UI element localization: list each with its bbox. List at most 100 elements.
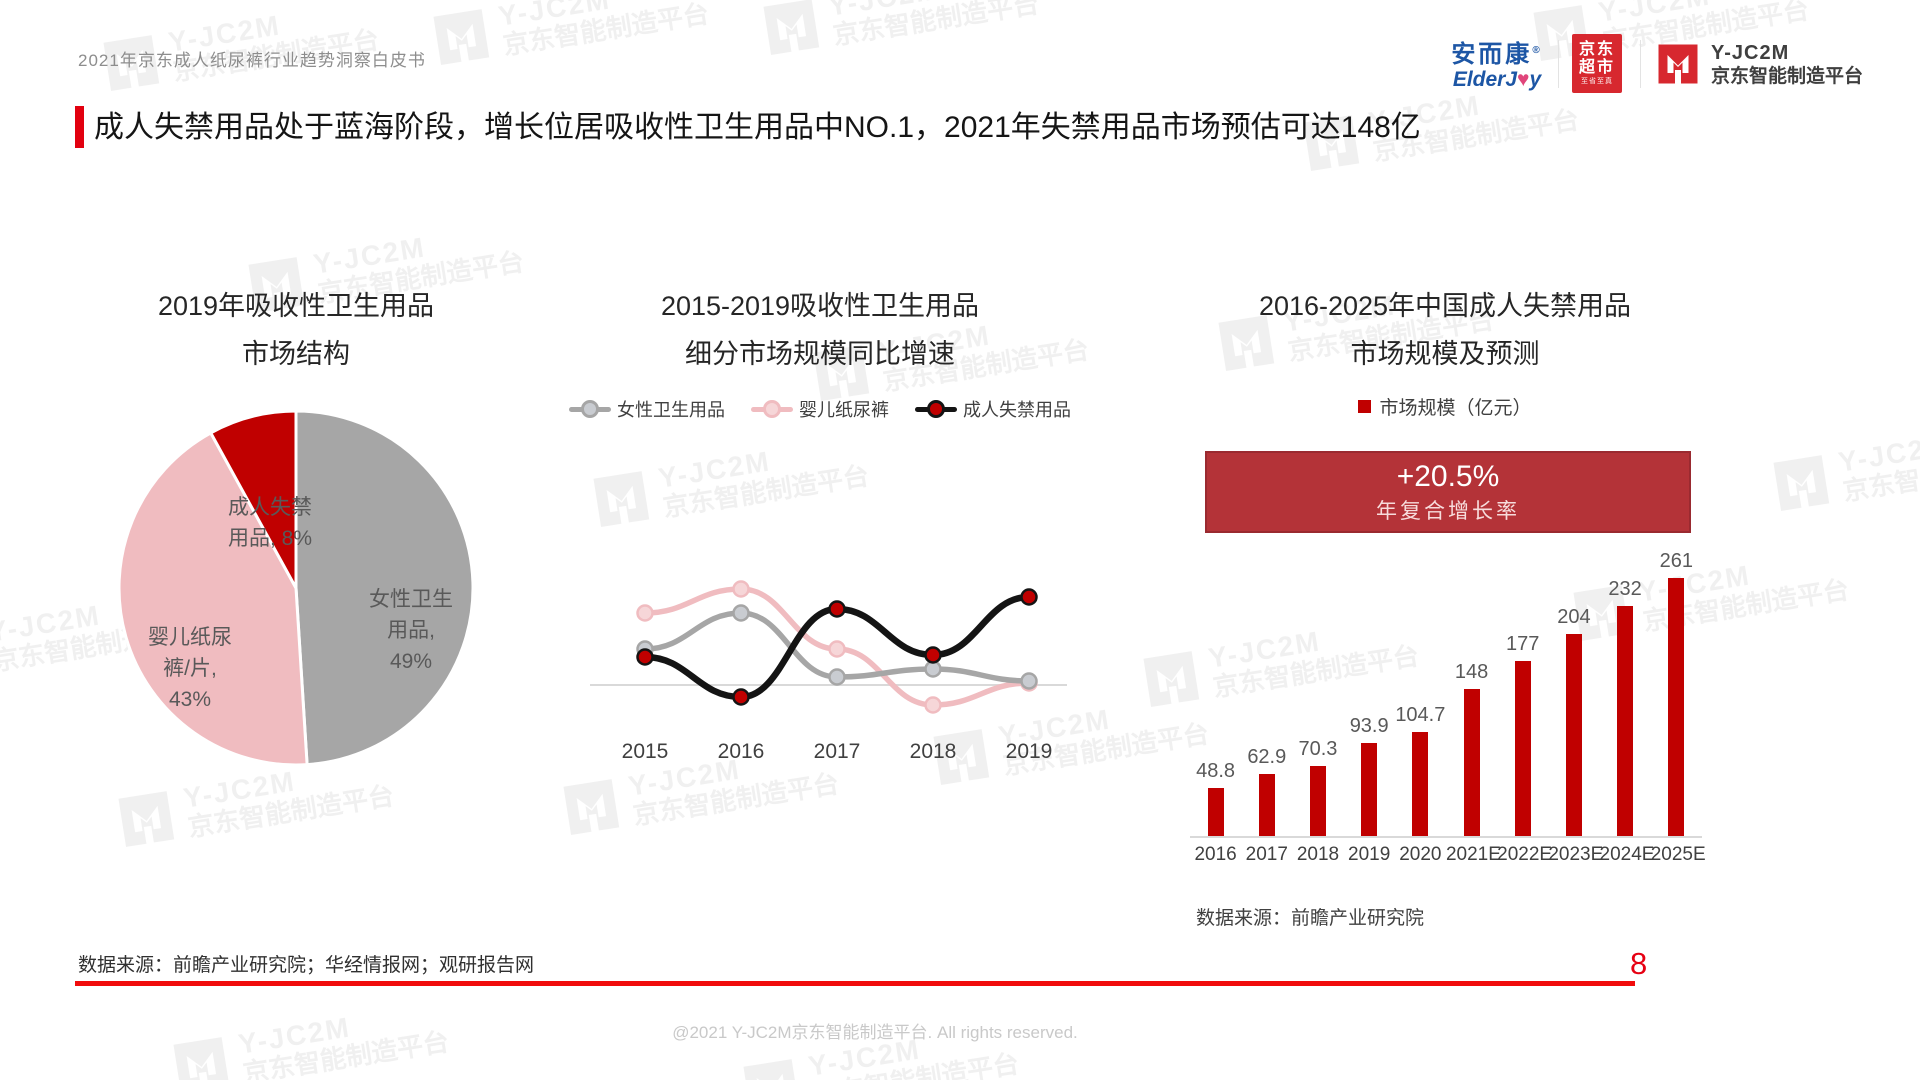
pie-chart xyxy=(117,409,475,767)
data-point-marker xyxy=(828,640,846,658)
data-point-marker xyxy=(732,688,750,706)
legend-marker-icon xyxy=(569,400,611,418)
page-header: 2021年京东成人纸尿裤行业趋势洞察白皮书 xyxy=(78,51,426,70)
bar-rect xyxy=(1309,766,1326,836)
watermark-logo-icon xyxy=(743,1059,800,1080)
bar-chart-axis xyxy=(1190,836,1702,838)
bar-value-label: 148 xyxy=(1454,661,1489,684)
bar-chart-title: 2016-2025年中国成人失禁用品 市场规模及预测 xyxy=(1258,291,1632,369)
bar-value-label: 62.9 xyxy=(1247,745,1287,768)
elderjoy-logo: 安而康® ElderJ♥y xyxy=(1437,38,1557,92)
heart-icon: ♥ xyxy=(1517,68,1530,91)
bar-x-label: 2024E xyxy=(1599,844,1655,865)
bar-chart-x-labels: 2016 2017 2018 2019 2020 2021E 2022E 2023E 2024E… xyxy=(1190,844,1706,866)
line-x-label: 2017 xyxy=(813,740,861,763)
elderjoy-en-text: ElderJ♥y xyxy=(1452,68,1542,91)
cagr-label: 年复合增长率 xyxy=(1376,500,1520,523)
bar-2021E: 148 xyxy=(1446,546,1497,836)
logo-divider xyxy=(1558,40,1559,88)
jd-supermarket-line1: 京东 xyxy=(1578,41,1615,58)
line-chart-title: 2015-2019吸收性卫生用品 细分市场规模同比增速 xyxy=(660,291,980,369)
jd-supermarket-tagline: 至省至真 xyxy=(1581,78,1613,85)
data-point-marker xyxy=(924,696,942,714)
c2m-logo-title: Y-JC2M xyxy=(1711,41,1790,64)
c2m-logo: Y-JC2M 京东智能制造平台 xyxy=(1654,40,1863,88)
bar-rect xyxy=(1412,732,1429,836)
line-chart-legend: 女性卫生用品 婴儿纸尿裤 成人失禁用品 xyxy=(555,396,1085,422)
legend-marker-icon xyxy=(915,400,957,418)
bar-value-label: 204 xyxy=(1557,606,1591,629)
bar-value-label: 104.7 xyxy=(1395,704,1446,727)
bar-chart: 48.8 62.9 70.3 93.9 104.7 148 177 204 232 261 xyxy=(1190,546,1702,836)
bar-value-label: 48.8 xyxy=(1196,759,1236,782)
bar-2023E: 204 xyxy=(1548,546,1599,836)
watermark-logo-icon xyxy=(433,9,490,65)
bar-rect xyxy=(1258,773,1275,836)
data-point-marker xyxy=(828,668,846,686)
watermark-logo-icon xyxy=(563,779,620,835)
bar-x-label: 2022E xyxy=(1497,844,1553,865)
page-number: 8 xyxy=(1630,946,1648,981)
elderjoy-cn-text: 安而康® xyxy=(1451,41,1543,68)
data-point-marker xyxy=(732,580,750,598)
data-point-marker xyxy=(1020,588,1038,606)
watermark-logo-icon xyxy=(1773,455,1830,511)
bar-2017: 62.9 xyxy=(1241,546,1292,836)
bar-rect xyxy=(1565,634,1582,836)
bar-value-label: 261 xyxy=(1659,549,1693,572)
data-point-marker xyxy=(828,600,846,618)
bar-rect xyxy=(1617,606,1634,836)
legend-item: 成人失禁用品 xyxy=(915,396,1071,422)
legend-item: 女性卫生用品 xyxy=(569,396,725,422)
watermark-logo-icon xyxy=(118,791,175,847)
bar-x-label: 2021E xyxy=(1445,844,1501,865)
data-point-marker xyxy=(1020,672,1038,690)
legend-item: 婴儿纸尿裤 xyxy=(751,396,889,422)
source-note-left: 数据来源：前瞻产业研究院；华经情报网；观研报告网 xyxy=(78,955,535,976)
logo-divider xyxy=(1640,40,1641,88)
bar-2018: 70.3 xyxy=(1292,546,1343,836)
bar-2019: 93.9 xyxy=(1344,546,1395,836)
bar-value-label: 232 xyxy=(1608,578,1642,601)
c2m-logo-icon xyxy=(1658,44,1698,84)
bar-legend-label: 市场规模（亿元） xyxy=(1379,398,1532,419)
pie-slice-label: 女性卫生 用品, 49% xyxy=(369,588,453,673)
copyright-footer: @2021 Y-JC2M京东智能制造平台. All rights reserve… xyxy=(672,1023,1078,1042)
bar-chart-legend: 市场规模（亿元） xyxy=(1195,393,1695,420)
bar-x-label: 2025E xyxy=(1650,844,1706,865)
bar-rect xyxy=(1514,660,1531,836)
bar-x-label: 2019 xyxy=(1348,844,1391,865)
line-chart xyxy=(590,580,1067,714)
watermark-logo-icon xyxy=(763,0,820,55)
pie-chart-title: 2019年吸收性卫生用品 市场结构 xyxy=(157,291,435,369)
pie-slice-label: 婴儿纸尿 裤/片, 43% xyxy=(148,626,232,711)
bar-value-label: 177 xyxy=(1506,632,1540,655)
line-series xyxy=(642,610,1032,684)
bar-rect xyxy=(1207,787,1224,836)
bar-rect xyxy=(1361,743,1378,836)
data-point-marker xyxy=(636,648,654,666)
watermark: Y-JC2M京东智能制造平台 xyxy=(757,0,1041,61)
line-x-label: 2016 xyxy=(717,740,765,763)
jd-supermarket-logo: 京东 超市 至省至真 xyxy=(1572,34,1622,93)
bar-2020: 104.7 xyxy=(1395,546,1446,836)
data-point-marker xyxy=(924,646,942,664)
data-point-marker xyxy=(636,604,654,622)
line-x-label: 2019 xyxy=(1005,740,1053,763)
pie-slice xyxy=(117,431,309,767)
cagr-value: +20.5% xyxy=(1396,460,1500,493)
bar-value-label: 70.3 xyxy=(1298,738,1338,761)
bottom-red-rule xyxy=(75,981,1635,986)
cagr-banner: +20.5% 年复合增长率 xyxy=(1205,451,1691,533)
bar-rect xyxy=(1463,689,1480,836)
pie-slice xyxy=(209,409,298,590)
line-x-label: 2018 xyxy=(909,740,957,763)
bar-2024E: 232 xyxy=(1600,546,1651,836)
bar-x-label: 2018 xyxy=(1296,844,1340,865)
bar-2025E: 261 xyxy=(1651,546,1702,836)
source-note-right: 数据来源：前瞻产业研究院 xyxy=(1196,908,1425,929)
c2m-logo-subtitle: 京东智能制造平台 xyxy=(1711,65,1864,87)
